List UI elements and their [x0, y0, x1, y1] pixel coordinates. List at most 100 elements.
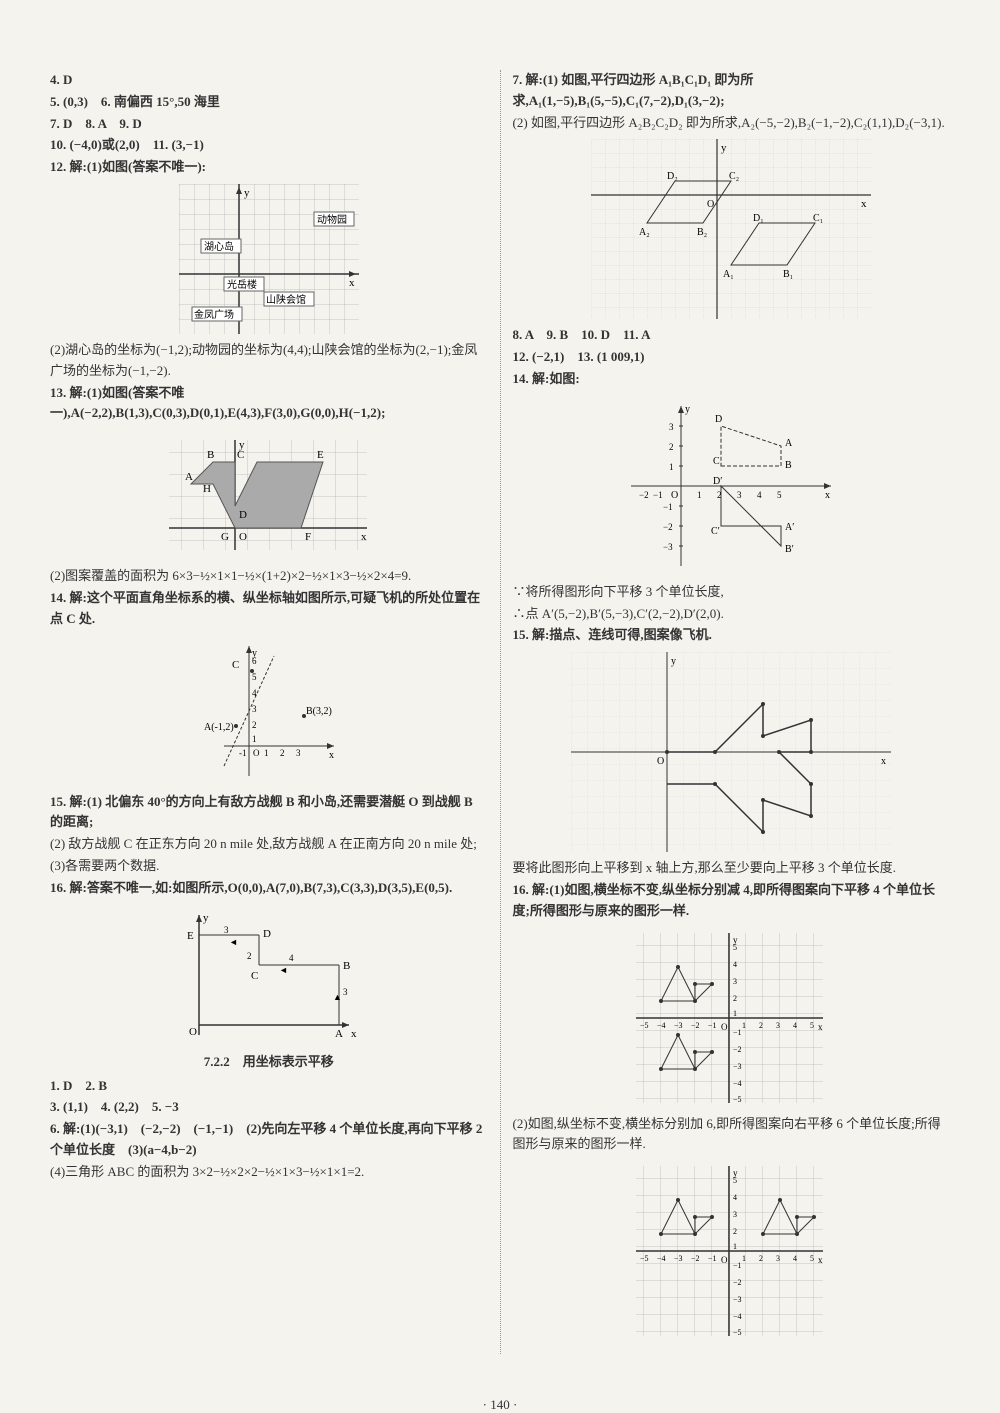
c-answer-16b: (2)如图,纵坐标不变,横坐标分别加 6,即所得图案向右平移 6 个单位长度;所…: [513, 1114, 951, 1156]
c-answer-14c: ∴点 A′(5,−2),B′(5,−3),C′(2,−2),D′(2,0).: [513, 604, 951, 625]
section-title: 7.2.2 用坐标表示平移: [50, 1051, 488, 1070]
svg-text:4: 4: [252, 688, 257, 698]
figure-7r-svg: y x O A₂B₂ C₂D₂ A₁B₁ C₁D₁: [591, 139, 871, 319]
svg-text:1: 1: [742, 1254, 746, 1263]
svg-text:1: 1: [697, 490, 702, 500]
answer-16: 16. 解:答案不唯一,如:如图所示,O(0,0),A(7,0),B(7,3),…: [50, 878, 488, 899]
svg-text:A: A: [185, 471, 193, 483]
svg-text:O: O: [671, 490, 678, 501]
svg-text:−4: −4: [733, 1079, 742, 1088]
svg-text:x: x: [825, 490, 830, 501]
c-answer-12-13: 12. (−2,1) 13. (1 009,1): [513, 347, 951, 368]
svg-text:−2: −2: [691, 1021, 700, 1030]
svg-text:x: x: [861, 198, 867, 210]
svg-text:−4: −4: [657, 1254, 666, 1263]
svg-text:B′: B′: [785, 544, 794, 555]
svg-text:−1: −1: [733, 1028, 742, 1037]
c-answer-7b: (2) 如图,平行四边形 A₂B₂C₂D₂ 即为所求,A₂(−5,−2),B₂(…: [513, 113, 951, 134]
svg-text:−4: −4: [657, 1021, 666, 1030]
figure-16: E D 3 C 24 B 3 O A x y ◄ ◄ ▲: [50, 905, 488, 1045]
svg-text:F: F: [305, 531, 311, 543]
svg-text:O: O: [189, 1026, 197, 1038]
b-answer-6: 6. 解:(1)(−3,1) (−2,−2) (−1,−1) (2)先向左平移 …: [50, 1119, 488, 1161]
figure-12: y x O 动物园 湖心岛 光岳楼 山陕会馆 金凤广场: [50, 184, 488, 334]
svg-text:动物园: 动物园: [317, 213, 347, 226]
answer-13-part2: (2)图案覆盖的面积为 6×3−½×1×1−½×(1+2)×2−½×1×3−½×…: [50, 566, 488, 587]
svg-text:金凤广场: 金凤广场: [194, 308, 234, 321]
svg-text:B₁: B₁: [783, 269, 793, 280]
svg-text:1: 1: [742, 1021, 746, 1030]
svg-text:x: x: [329, 750, 334, 761]
svg-text:−5: −5: [640, 1254, 649, 1263]
grid-figure-12: y x O 动物园 湖心岛 光岳楼 山陕会馆 金凤广场: [179, 184, 359, 334]
b-answer-1-2: 1. D 2. B: [50, 1076, 488, 1097]
svg-text:山陕会馆: 山陕会馆: [266, 293, 306, 306]
figure-16b-svg: yx O 54 32 1 −1−2 −3−4 −5 12 34 5 −1−2 −…: [626, 1161, 836, 1341]
svg-text:湖心岛: 湖心岛: [204, 240, 234, 253]
svg-text:−3: −3: [733, 1062, 742, 1071]
svg-text:B₂: B₂: [697, 227, 707, 238]
answer-12-part2: (2)湖心岛的坐标为(−1,2);动物园的坐标为(4,4);山陕会馆的坐标为(2…: [50, 340, 488, 382]
svg-text:y: y: [671, 656, 676, 667]
b-answer-3-5: 3. (1,1) 4. (2,2) 5. −3: [50, 1097, 488, 1118]
svg-text:D: D: [263, 928, 271, 940]
svg-text:-1: -1: [239, 748, 247, 758]
svg-text:A₁: A₁: [723, 269, 734, 280]
svg-text:5: 5: [810, 1021, 814, 1030]
svg-text:O: O: [721, 1255, 728, 1265]
svg-text:4: 4: [733, 960, 737, 969]
c-answer-14b: ∵将所得图形向下平移 3 个单位长度,: [513, 582, 951, 603]
svg-text:x: x: [361, 531, 367, 543]
svg-text:A: A: [335, 1028, 343, 1040]
svg-text:−5: −5: [733, 1095, 742, 1104]
svg-text:2: 2: [759, 1254, 763, 1263]
svg-text:4: 4: [757, 490, 762, 500]
figure-13: A B C D E F G H O y x: [50, 430, 488, 560]
grid-figure-13: A B C D E F G H O y x: [159, 430, 379, 560]
svg-text:E: E: [317, 449, 324, 461]
svg-text:2: 2: [252, 720, 257, 730]
svg-text:2: 2: [280, 748, 285, 758]
left-column: 4. D 5. (0,3) 6. 南偏西 15°,50 海里 7. D 8. A…: [50, 70, 488, 1347]
figure-16-svg: E D 3 C 24 B 3 O A x y ◄ ◄ ▲: [179, 905, 359, 1045]
c-answer-15b: 要将此图形向上平移到 x 轴上方,那么至少要向上平移 3 个单位长度.: [513, 858, 951, 879]
svg-text:−5: −5: [640, 1021, 649, 1030]
svg-text:y: y: [203, 912, 209, 924]
answer-4: 4. D: [50, 70, 488, 91]
svg-text:−1: −1: [733, 1261, 742, 1270]
svg-text:1: 1: [733, 1009, 737, 1018]
svg-text:▲: ▲: [333, 992, 342, 1002]
svg-text:1: 1: [669, 462, 674, 472]
figure-14: A(-1,2) B(3,2) C y 6 5 4 3 2 1 -1 O 1 2 …: [50, 636, 488, 786]
svg-text:−3: −3: [674, 1254, 683, 1263]
svg-text:3: 3: [776, 1254, 780, 1263]
c-answer-8-11: 8. A 9. B 10. D 11. A: [513, 325, 951, 346]
svg-text:H: H: [203, 483, 211, 495]
svg-text:D: D: [239, 509, 247, 521]
svg-text:3: 3: [252, 704, 257, 714]
svg-text:4: 4: [793, 1254, 797, 1263]
svg-text:O: O: [253, 748, 260, 758]
figure-16a: yx O 54 32 1 −1−2 −3−4 −5 12 34 5 −1−2 −…: [513, 928, 951, 1108]
svg-text:A(-1,2): A(-1,2): [204, 722, 234, 733]
svg-text:3: 3: [224, 925, 229, 935]
svg-text:B: B: [785, 460, 792, 471]
svg-text:◄: ◄: [279, 965, 288, 975]
svg-text:D₁: D₁: [753, 213, 764, 224]
svg-text:C′: C′: [711, 526, 720, 537]
svg-text:2: 2: [759, 1021, 763, 1030]
svg-text:B(3,2): B(3,2): [306, 706, 332, 717]
svg-text:y: y: [244, 187, 250, 199]
figure-16a-svg: yx O 54 32 1 −1−2 −3−4 −5 12 34 5 −1−2 −…: [626, 928, 836, 1108]
svg-text:x: x: [818, 1255, 823, 1265]
svg-text:O: O: [657, 756, 664, 767]
svg-text:C₁: C₁: [813, 213, 823, 224]
svg-text:3: 3: [343, 987, 348, 997]
svg-text:E: E: [187, 930, 194, 942]
svg-text:−2: −2: [663, 522, 673, 532]
svg-text:G: G: [221, 531, 229, 543]
svg-text:x: x: [351, 1028, 357, 1040]
svg-text:−1: −1: [708, 1254, 717, 1263]
svg-text:3: 3: [733, 977, 737, 986]
svg-text:5: 5: [810, 1254, 814, 1263]
